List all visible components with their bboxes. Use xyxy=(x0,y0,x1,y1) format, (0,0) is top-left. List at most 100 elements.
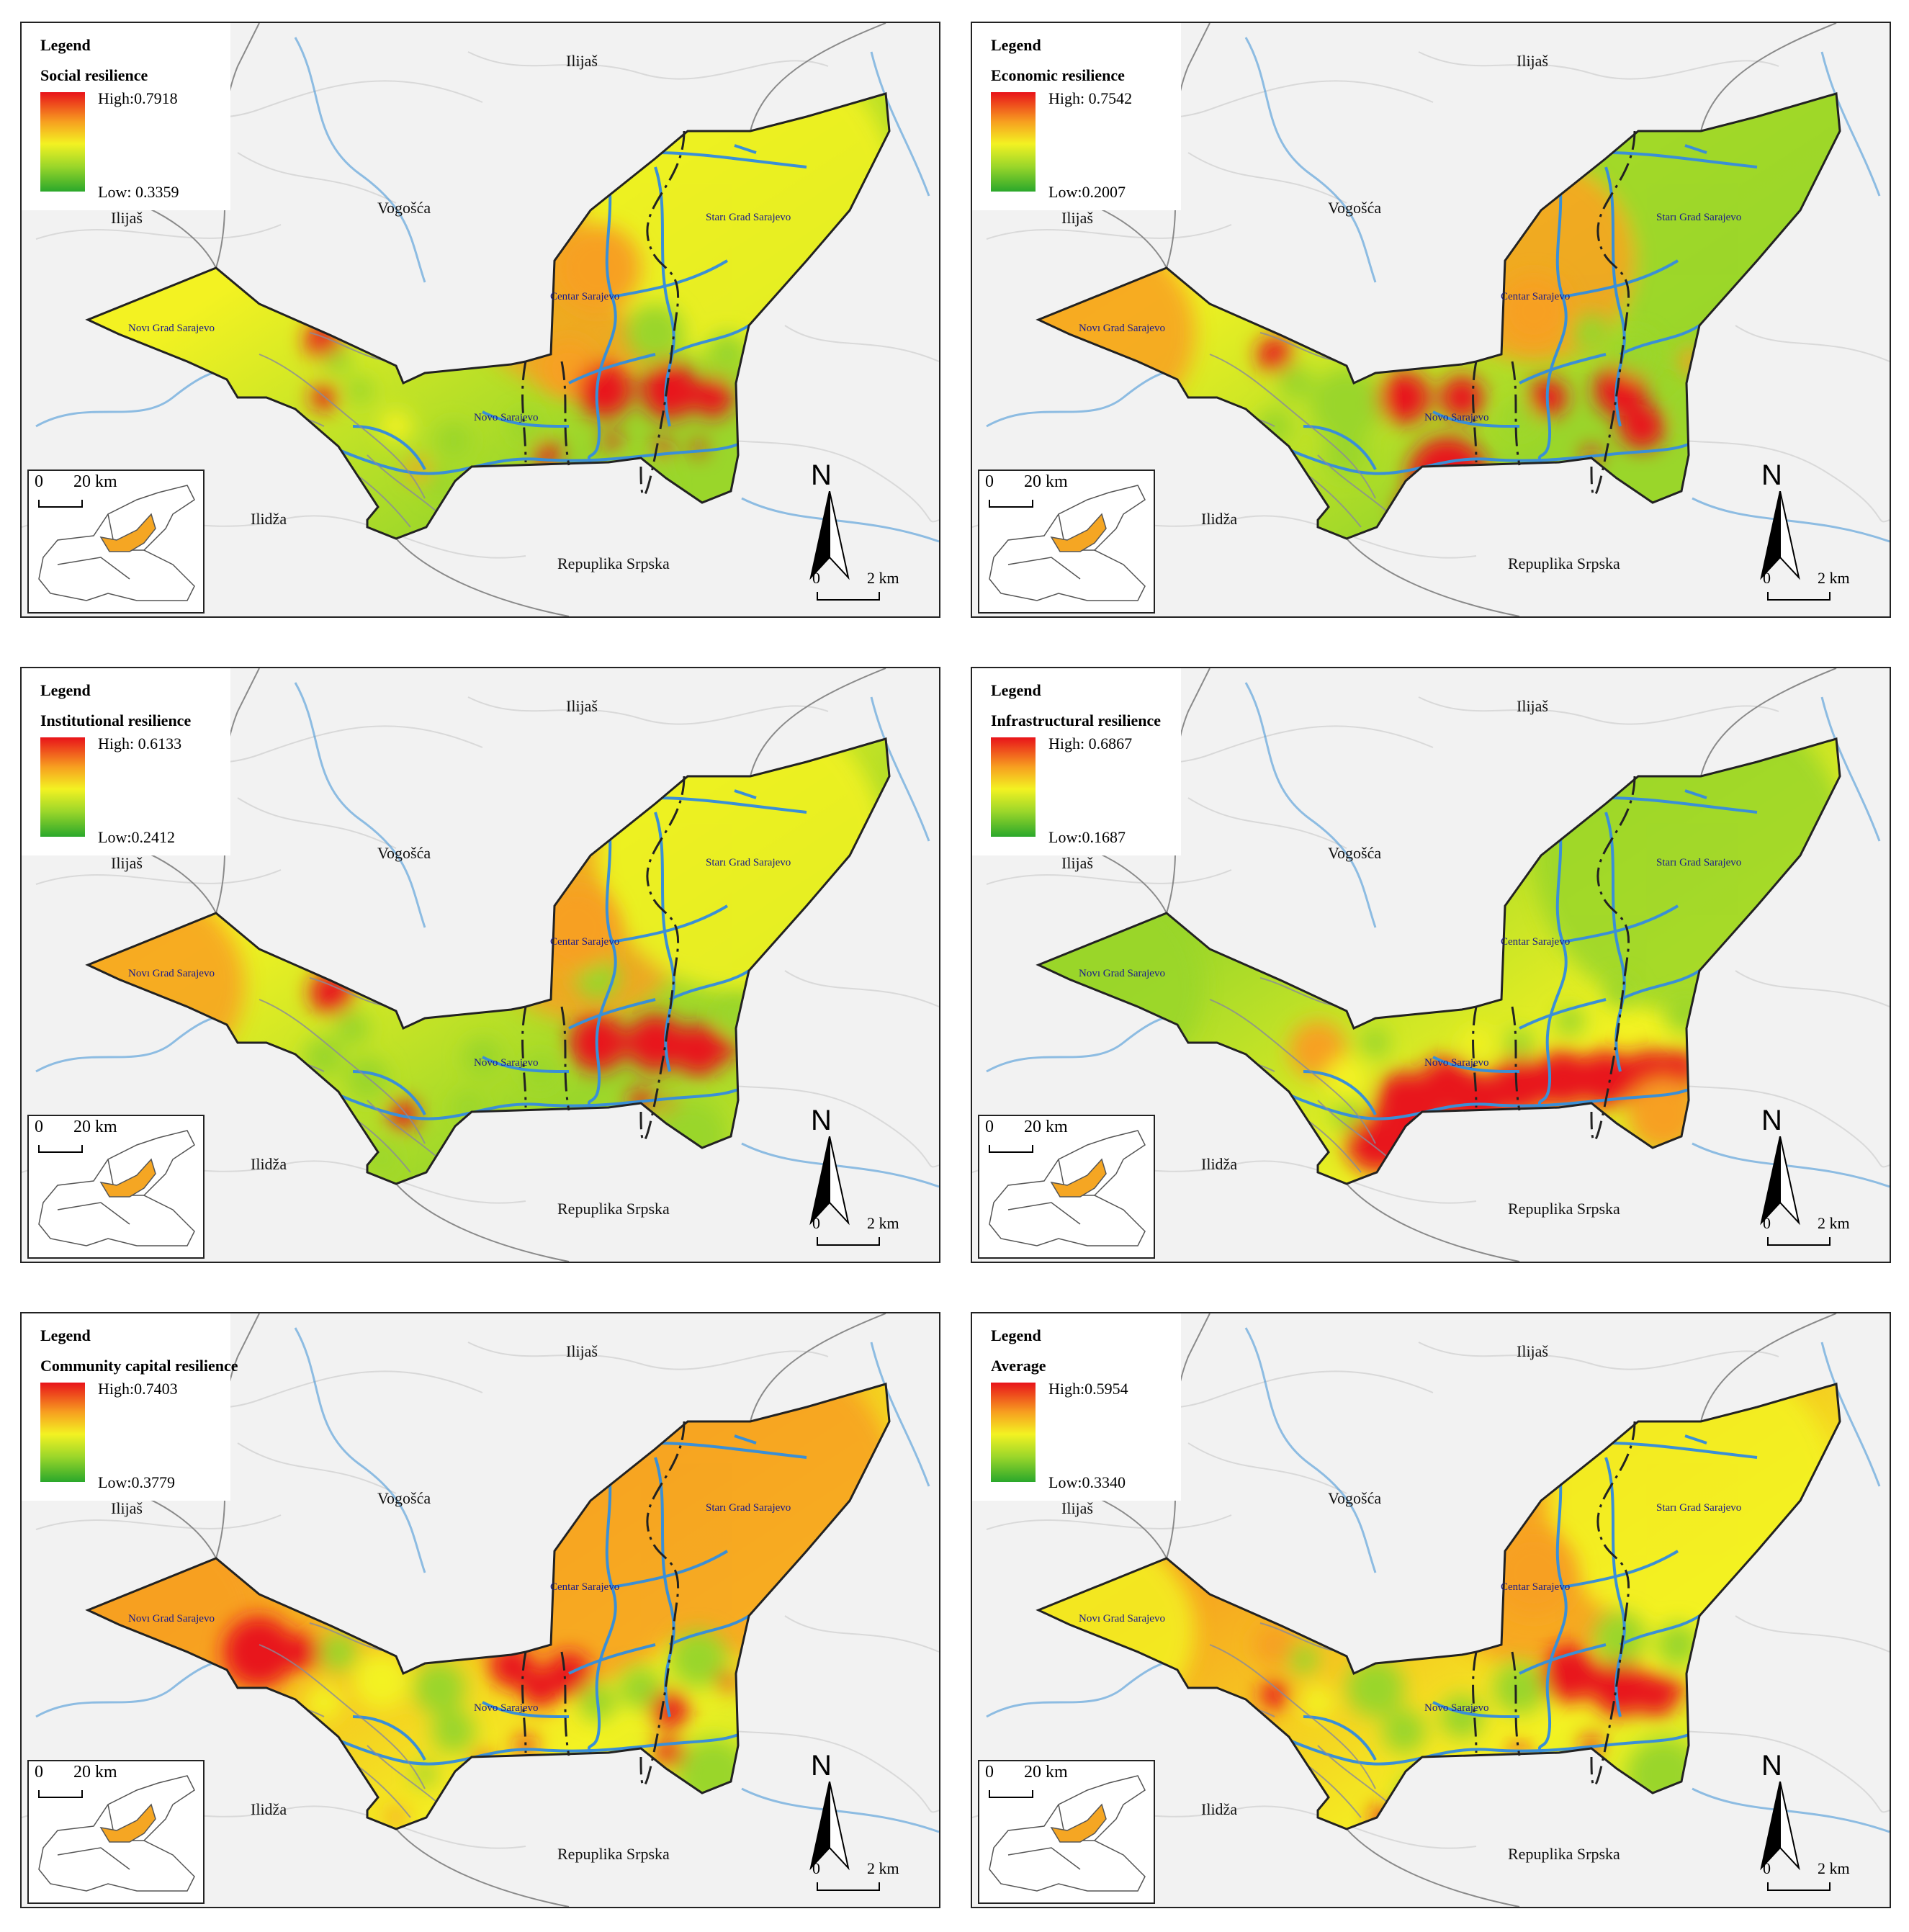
legend-layer-name: Social resilience xyxy=(40,66,148,84)
map-panel-institutional: Legend Institutional resilience High: 0.61… xyxy=(20,667,940,1263)
place-label-vogosca: Vogošća xyxy=(1328,1489,1382,1507)
place-label-ilijas-north: Ilijaš xyxy=(1517,52,1548,70)
scale-bar xyxy=(1767,1882,1831,1891)
resilience-hotspot xyxy=(1301,1685,1335,1720)
map-panel-community: Legend Community capital resilience High:0… xyxy=(20,1312,940,1908)
color-ramp xyxy=(40,1383,85,1482)
scale-start-label: 0 xyxy=(1763,569,1771,587)
scale-end-label: 2 km xyxy=(1818,1859,1850,1877)
scale-bar xyxy=(1767,592,1831,601)
place-label-ilidza: Ilidža xyxy=(251,1155,287,1173)
resilience-hotspot xyxy=(346,1057,389,1100)
place-label-centar: Centar Sarajevo xyxy=(1501,291,1571,302)
locator-inset-map: 0 20 km xyxy=(27,1760,205,1904)
scale-start-label: 0 xyxy=(1763,1214,1771,1232)
inset-scale-start: 0 xyxy=(35,1763,43,1782)
resilience-hotspot xyxy=(425,469,454,498)
inset-study-area xyxy=(99,1158,156,1198)
legend-title: Legend xyxy=(40,36,91,54)
resilience-hotspot xyxy=(1279,366,1313,400)
resilience-hotspot xyxy=(413,1662,465,1714)
north-label: N xyxy=(811,1105,832,1136)
place-label-centar: Centar Sarajevo xyxy=(550,291,620,302)
resilience-hotspot xyxy=(1594,1612,1646,1663)
place-label-vogosca: Vogošća xyxy=(377,844,431,862)
color-ramp xyxy=(991,92,1036,192)
map-panel-average: Legend Average High:0.5954 Low:0.3340 Ilijaš… xyxy=(971,1312,1891,1908)
scale-end-label: 2 km xyxy=(867,1214,899,1232)
place-label-novo-sarajevo: Novo Sarajevo xyxy=(474,1057,539,1069)
north-label: N xyxy=(811,1750,832,1782)
resilience-hotspot xyxy=(651,1691,688,1728)
resilience-hotspot xyxy=(693,377,733,418)
resilience-hotspot xyxy=(706,333,749,376)
place-label-novi-grad: Novı Grad Sarajevo xyxy=(128,1613,215,1625)
resilience-hotspot xyxy=(413,1763,436,1786)
study-area-boundary xyxy=(85,737,891,1185)
place-label-ilijas-west: Ilijaš xyxy=(111,854,143,872)
scale-end-label: 2 km xyxy=(1818,1214,1850,1232)
locator-inset-map: 0 20 km xyxy=(978,1760,1155,1904)
place-label-centar: Centar Sarajevo xyxy=(1501,1581,1571,1593)
legend-high-value: High: 0.7542 xyxy=(1048,89,1133,107)
legend-high-value: High:0.5954 xyxy=(1048,1380,1128,1398)
study-area-boundary xyxy=(1036,92,1841,540)
legend-layer-name: Community capital resilience xyxy=(40,1357,238,1375)
legend-layer-name: Infrastructural resilience xyxy=(991,711,1162,729)
place-label-republika-srpska: Repuplika Srpska xyxy=(557,1200,670,1218)
resilience-hotspot xyxy=(1257,337,1292,372)
color-ramp xyxy=(40,737,85,837)
inset-scale-end: 20 km xyxy=(1024,1763,1068,1782)
inset-scale-end: 20 km xyxy=(73,472,117,491)
place-label-stari-grad: Starı Grad Sarajevo xyxy=(1656,857,1742,868)
resilience-hotspot xyxy=(1311,369,1383,441)
place-label-novi-grad: Novı Grad Sarajevo xyxy=(128,968,215,979)
scale-bar xyxy=(817,1237,880,1246)
locator-inset-map: 0 20 km xyxy=(978,469,1155,614)
place-label-ilijas-west: Ilijaš xyxy=(1061,209,1093,227)
north-label: N xyxy=(1761,1105,1782,1136)
resilience-hotspot xyxy=(389,1100,418,1129)
place-label-ilidza: Ilidža xyxy=(251,1800,287,1818)
legend-low-value: Low:0.2007 xyxy=(1048,183,1126,201)
legend-title: Legend xyxy=(40,681,91,699)
resilience-hotspot xyxy=(717,1671,737,1691)
scale-start-label: 0 xyxy=(812,1214,820,1232)
color-ramp xyxy=(991,737,1036,837)
scale-end-label: 2 km xyxy=(1818,569,1850,587)
inset-study-area xyxy=(99,513,156,552)
legend-high-value: High:0.7403 xyxy=(98,1380,178,1398)
place-label-vogosca: Vogošća xyxy=(377,1489,431,1507)
resilience-hotspot xyxy=(1505,1028,1534,1057)
study-area-boundary xyxy=(1036,1383,1841,1830)
resilience-hotspot xyxy=(1383,1709,1426,1753)
resilience-hotspot xyxy=(1591,1659,1649,1717)
inset-study-area xyxy=(1050,1803,1107,1843)
place-label-vogosca: Vogošća xyxy=(1328,199,1382,217)
resilience-hotspot xyxy=(1498,275,1570,347)
inset-scale-end: 20 km xyxy=(73,1763,117,1782)
place-label-ilijas-west: Ilijaš xyxy=(111,209,143,227)
legend: Legend Community capital resilience High:0… xyxy=(22,1313,238,1501)
resilience-hotspot xyxy=(673,1024,724,1076)
place-label-centar: Centar Sarajevo xyxy=(550,936,620,948)
place-label-stari-grad: Starı Grad Sarajevo xyxy=(1656,212,1742,223)
resilience-hotspot xyxy=(578,363,632,418)
place-label-ilijas-west: Ilijaš xyxy=(111,1499,143,1517)
map-panel-social: Legend Social resilience High:0.7918 Low: 0… xyxy=(20,22,940,618)
inset-scale-end: 20 km xyxy=(1024,1118,1068,1136)
inset-drawing xyxy=(989,485,1146,601)
legend: Legend Average High:0.5954 Low:0.3340 xyxy=(972,1313,1181,1501)
place-label-vogosca: Vogošća xyxy=(1328,844,1382,862)
inset-scale-start: 0 xyxy=(985,1118,994,1136)
legend-layer-name: Economic resilience xyxy=(991,66,1125,84)
resilience-hotspot xyxy=(336,1011,370,1046)
north-label: N xyxy=(1761,1750,1782,1782)
resilience-hotspot xyxy=(1606,978,1635,1007)
resilience-hotspot xyxy=(1260,1681,1289,1709)
resilience-hotspot xyxy=(1555,1007,1584,1035)
scale-start-label: 0 xyxy=(1763,1859,1771,1877)
scale-end-label: 2 km xyxy=(867,569,899,587)
scale-end-label: 2 km xyxy=(867,1859,899,1877)
resilience-hotspot xyxy=(717,1040,737,1060)
